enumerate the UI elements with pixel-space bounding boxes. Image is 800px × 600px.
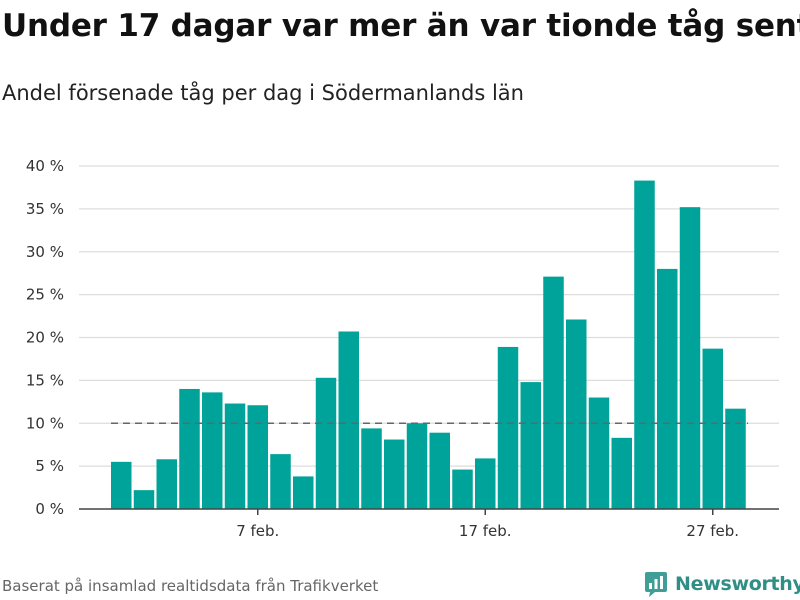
bar bbox=[543, 276, 564, 509]
bar bbox=[247, 405, 268, 509]
y-tick-label: 20 % bbox=[26, 329, 64, 347]
y-tick-label: 35 % bbox=[26, 200, 64, 218]
bar bbox=[611, 437, 632, 509]
x-axis-labels: 7 feb. 17 feb. 27 feb. bbox=[236, 522, 739, 540]
bar bbox=[520, 382, 541, 509]
newsworthy-logo-icon bbox=[645, 572, 667, 597]
bar bbox=[384, 439, 405, 509]
bar bbox=[702, 348, 723, 509]
bar bbox=[406, 423, 428, 509]
y-axis-labels: 0 % 5 % 10 % 15 % 20 % 25 % 30 % 35 % 40 % bbox=[26, 157, 64, 518]
bar bbox=[338, 331, 359, 509]
x-tick-label: 7 feb. bbox=[236, 522, 279, 540]
bar bbox=[452, 469, 473, 509]
bar-chart: 0 % 5 % 10 % 15 % 20 % 25 % 30 % 35 % 40 % 7 feb… bbox=[26, 157, 779, 540]
y-tick-label: 40 % bbox=[26, 157, 64, 175]
y-tick-label: 5 % bbox=[35, 457, 64, 475]
bar bbox=[497, 346, 519, 509]
y-tick-label: 25 % bbox=[26, 286, 64, 304]
y-tick-label: 0 % bbox=[35, 500, 64, 518]
x-tick-label: 27 feb. bbox=[686, 522, 739, 540]
x-tick-label: 17 feb. bbox=[459, 522, 512, 540]
bars bbox=[111, 180, 746, 509]
bar bbox=[111, 461, 132, 509]
x-axis bbox=[79, 508, 779, 515]
bar bbox=[156, 459, 177, 509]
bar bbox=[224, 403, 246, 509]
bar bbox=[679, 207, 701, 509]
chart-subtitle: Andel försenade tåg per dag i Södermanla… bbox=[2, 81, 524, 105]
bar bbox=[475, 458, 496, 509]
bar bbox=[566, 319, 587, 509]
bar bbox=[657, 268, 678, 509]
bar bbox=[634, 180, 655, 509]
bar bbox=[133, 490, 155, 509]
brand-logo: Newsworthy bbox=[643, 568, 800, 600]
bar bbox=[361, 428, 382, 509]
chart-title: Under 17 dagar var mer än var tionde tåg… bbox=[2, 8, 800, 44]
bar bbox=[293, 476, 314, 509]
y-tick-label: 30 % bbox=[26, 243, 64, 261]
bar bbox=[202, 392, 223, 509]
y-tick-label: 10 % bbox=[26, 414, 64, 432]
brand-name: Newsworthy bbox=[675, 573, 800, 595]
source-note: Baserat på insamlad realtidsdata från Tr… bbox=[2, 577, 379, 595]
bar bbox=[315, 377, 337, 509]
bar bbox=[588, 397, 610, 509]
y-tick-label: 15 % bbox=[26, 371, 64, 389]
bar bbox=[270, 454, 291, 509]
bar bbox=[725, 408, 746, 509]
bar bbox=[179, 388, 200, 509]
bar bbox=[429, 432, 450, 509]
